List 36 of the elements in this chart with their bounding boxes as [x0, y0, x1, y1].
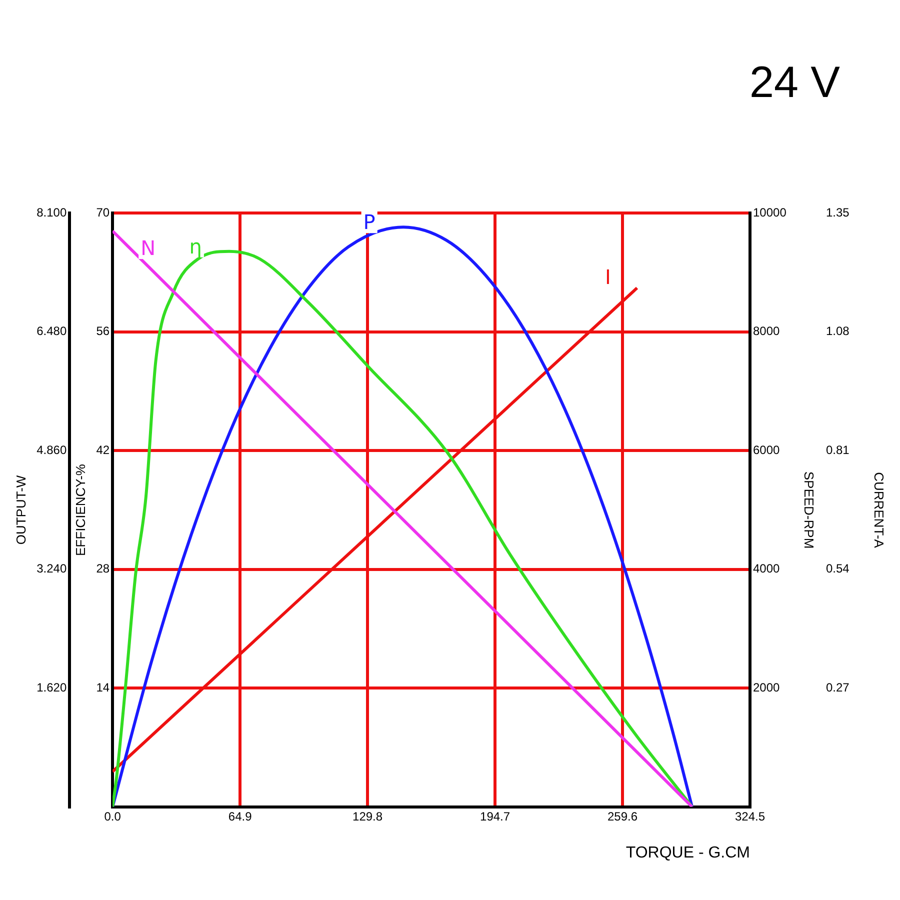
y2-tick-label: 8.100: [36, 206, 67, 220]
y2-tick-label: 1.620: [36, 680, 67, 694]
y-axis-title: SPEED-RPM: [802, 471, 817, 549]
y2-tick-label: 3.240: [36, 562, 67, 576]
y2-axis-title: OUTPUT-W: [13, 474, 28, 545]
y2-tick-label: 4.860: [36, 442, 67, 457]
text: 24 V: [748, 58, 840, 108]
y2-tick-label: 6.480: [36, 324, 67, 338]
x-tick-label: 194.7: [480, 809, 510, 824]
series-label: I: [605, 264, 611, 289]
series-label: N: [140, 236, 156, 260]
y-tick-label: 10000: [753, 206, 787, 220]
x-tick-label: 0.0: [104, 809, 122, 824]
y3-tick-label: 0.54: [826, 562, 850, 576]
series-label: η: [189, 234, 202, 258]
y-tick-label: 42: [96, 442, 110, 457]
y-tick-label: 8000: [753, 324, 780, 338]
x-tick-label: 259.6: [608, 809, 638, 824]
y-tick-label: 70: [96, 206, 110, 220]
y-tick-label: 6000: [753, 442, 780, 457]
y-tick-label: 4000: [753, 562, 780, 576]
y3-tick-label: 1.35: [826, 206, 850, 220]
y3-axis-title: CURRENT-A: [872, 472, 887, 548]
y-tick-label: 14: [96, 680, 110, 694]
y3-tick-label: 0.81: [826, 442, 850, 457]
series-label: P: [363, 210, 376, 234]
y-tick-label: 2000: [753, 680, 780, 694]
x-tick-label: 129.8: [352, 809, 383, 824]
y3-tick-label: 1.08: [826, 324, 850, 338]
x-tick-label: 64.9: [228, 809, 252, 824]
y3-tick-label: 0.27: [826, 680, 850, 694]
x-tick-label: 324.5: [734, 809, 766, 824]
y-axis-title: EFFICIENCY-%: [73, 464, 88, 556]
y-tick-label: 56: [96, 324, 110, 338]
x-axis-title: TORQUE - G.CM: [626, 844, 750, 862]
y-tick-label: 28: [96, 562, 110, 576]
